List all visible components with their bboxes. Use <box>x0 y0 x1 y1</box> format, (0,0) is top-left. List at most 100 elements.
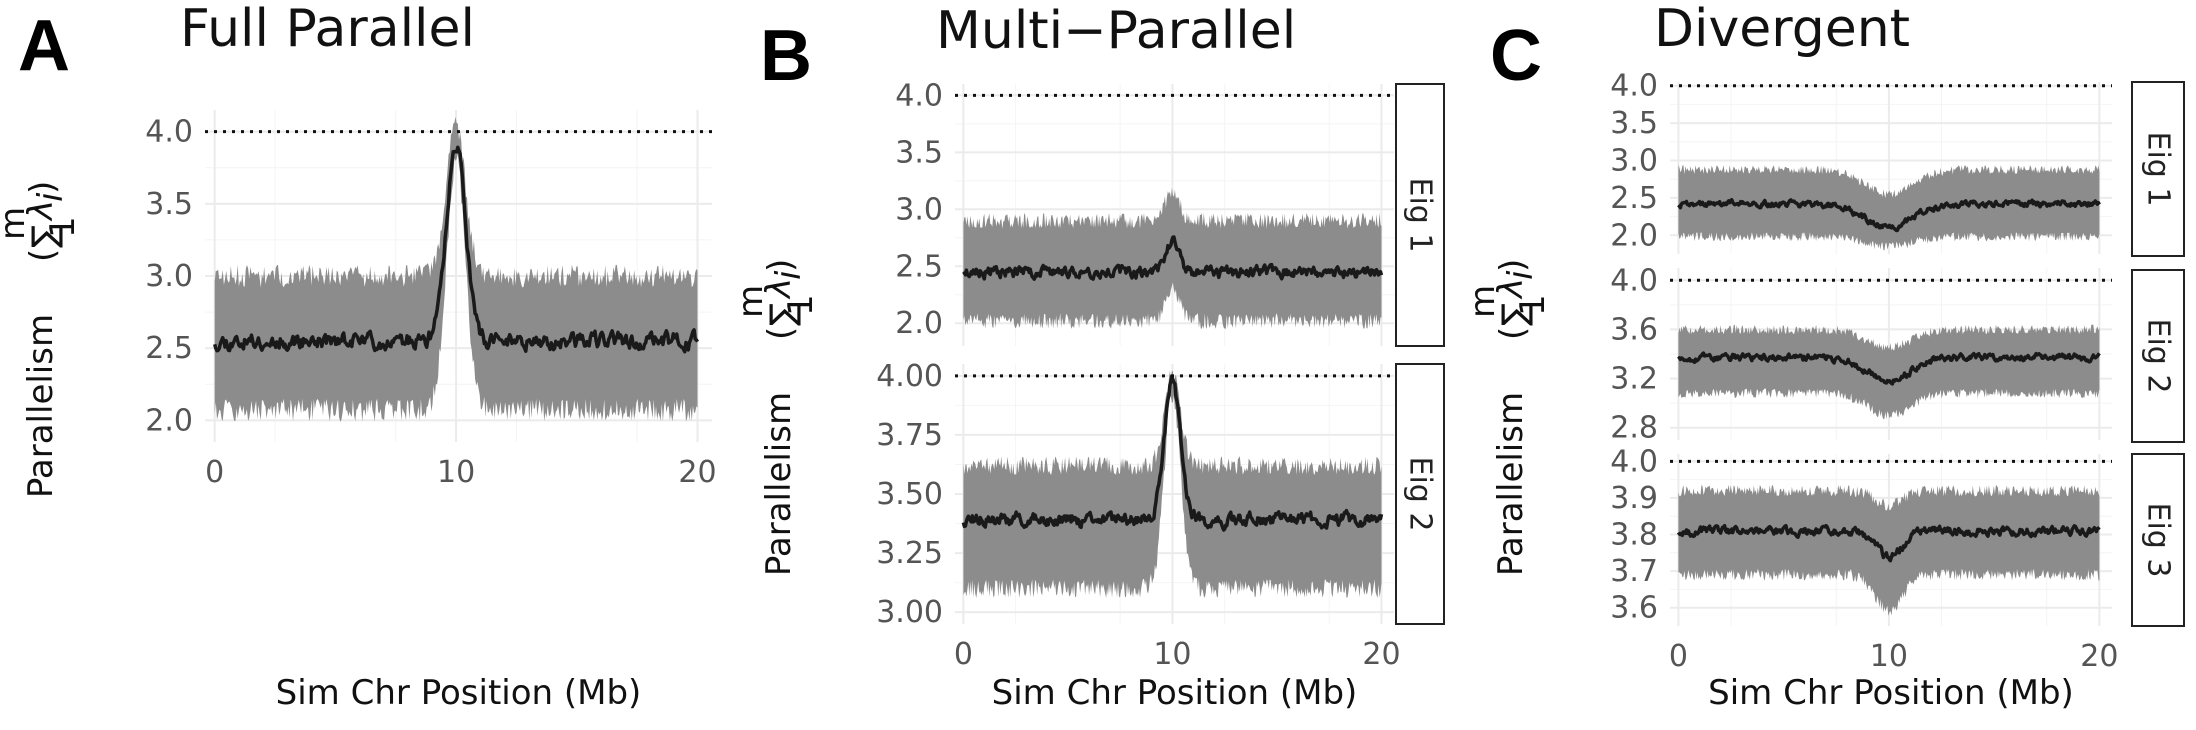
y-axis-title-text: Parallelism <box>21 314 61 498</box>
panel-letter: C <box>1490 16 1542 96</box>
facet-1: 2.0 2.5 3.0 3.5 4.0 Eig 1 <box>895 78 1445 347</box>
panel-letter: B <box>760 16 812 96</box>
panel-A: A Full Parallel 2.0 2.5 3.0 3.5 4.0 0 10 20 Sim Ch… <box>0 0 717 713</box>
x-tick-label: 0 <box>205 455 224 490</box>
facet-strip-label: Eig 1 <box>2141 132 2176 207</box>
y-tick-label: 2.5 <box>895 249 943 284</box>
y-axis-paren-open: ( <box>1493 327 1533 340</box>
mean-line <box>1676 523 2101 563</box>
y-tick-label: 4.0 <box>1610 444 1658 479</box>
x-tick-label: 10 <box>437 455 475 490</box>
y-tick-label: 3.50 <box>876 477 943 512</box>
lambda-symbol: λ <box>21 200 61 222</box>
y-tick-label: 3.9 <box>1610 481 1658 516</box>
y-tick-label: 3.5 <box>895 135 943 170</box>
facet-1: 2.02.53.03.54.0 Eig 1 <box>1610 69 2185 257</box>
y-tick-label: 3.00 <box>876 595 943 630</box>
y-tick-label: 3.2 <box>1610 362 1658 397</box>
sum-symbol: ∑ <box>1495 303 1535 326</box>
facet-strip <box>1395 83 1445 347</box>
x-axis-title: Sim Chr Position (Mb) <box>276 673 642 713</box>
x-tick-label: 20 <box>1362 637 1400 672</box>
x-axis-title: Sim Chr Position (Mb) <box>1708 673 2074 713</box>
y-tick-label: 2.5 <box>145 331 193 366</box>
sum-upper-limit: m <box>1463 285 1503 318</box>
y-tick-label: 4.00 <box>876 359 943 394</box>
y-axis-paren-close: ) <box>761 259 801 272</box>
y-axis-paren-open: ( <box>761 327 801 340</box>
lambda-symbol: λ <box>759 278 799 300</box>
y-tick-label: 3.0 <box>145 259 193 294</box>
facet-3: 3.63.73.83.94.0 Eig 3 <box>1610 444 2185 627</box>
x-tick-label: 20 <box>678 455 716 490</box>
y-axis-title-text: Parallelism <box>1491 392 1531 576</box>
y-tick-label: 2.8 <box>1610 411 1658 446</box>
facet-strip-label: Eig 2 <box>1403 457 1438 532</box>
sum-upper-limit: m <box>731 285 771 318</box>
x-tick-label: 10 <box>1870 639 1908 674</box>
facet-1: 2.0 2.5 3.0 3.5 4.0 <box>145 110 712 442</box>
y-tick-label: 2.0 <box>895 306 943 341</box>
y-axis-paren-close: ) <box>1493 259 1533 272</box>
lambda-subscript: i <box>769 270 809 280</box>
lambda-symbol: λ <box>1491 278 1531 300</box>
y-tick-label: 3.8 <box>1610 518 1658 553</box>
facet-strip <box>1395 363 1445 625</box>
range-band <box>1678 484 2100 616</box>
facet-strip <box>2131 269 2185 443</box>
range-band <box>963 370 1382 598</box>
x-tick-label: 20 <box>2080 639 2118 674</box>
y-tick-label: 2.5 <box>1610 181 1658 216</box>
sum-lower-limit: 1 <box>781 294 821 316</box>
y-tick-label: 3.75 <box>876 418 943 453</box>
y-tick-label: 2.0 <box>145 403 193 438</box>
sum-symbol: ∑ <box>763 303 803 326</box>
range-band <box>1678 324 2100 420</box>
y-tick-label: 3.6 <box>1610 312 1658 347</box>
y-tick-label: 4.0 <box>1610 69 1658 104</box>
panel-title: Full Parallel <box>180 0 475 59</box>
y-tick-label: 3.0 <box>895 192 943 227</box>
x-tick-label: 0 <box>1669 639 1688 674</box>
range-band <box>963 187 1382 329</box>
y-axis-paren-close: ) <box>23 181 63 194</box>
mean-line <box>962 235 1384 281</box>
y-axis-title-text: Parallelism <box>759 392 799 576</box>
lambda-subscript: i <box>31 192 71 202</box>
y-tick-label: 3.5 <box>1610 106 1658 141</box>
range-band <box>1678 165 2100 251</box>
lambda-subscript: i <box>1501 270 1541 280</box>
mean-line <box>213 145 700 354</box>
facet-2: 2.8 3.2 3.6 4.0 Eig 2 <box>1610 263 2185 446</box>
facet-strip-label: Eig 3 <box>2141 503 2176 578</box>
facet-strip <box>2131 81 2185 257</box>
panel-title: Divergent <box>1654 0 1910 59</box>
mean-line <box>1677 197 2101 233</box>
sum-lower-limit: 1 <box>43 216 83 238</box>
x-tick-label: 0 <box>954 637 973 672</box>
facet-strip-label: Eig 1 <box>1403 178 1438 253</box>
panel-letter: A <box>18 6 70 86</box>
mean-line <box>1677 351 2101 386</box>
x-tick-label: 10 <box>1153 637 1191 672</box>
y-tick-label: 3.25 <box>876 536 943 571</box>
y-tick-label: 2.0 <box>1610 218 1658 253</box>
sum-upper-limit: m <box>0 207 33 240</box>
facet-2: 3.00 3.25 3.50 3.75 4.00 Eig 2 <box>876 359 1445 630</box>
sum-symbol: ∑ <box>25 225 65 248</box>
y-tick-label: 4.0 <box>895 78 943 113</box>
facet-strip-label: Eig 2 <box>2141 319 2176 394</box>
y-tick-label: 3.5 <box>145 187 193 222</box>
panel-title: Multi−Parallel <box>936 1 1296 61</box>
y-tick-label: 3.6 <box>1610 591 1658 626</box>
y-tick-label: 4.0 <box>1610 263 1658 298</box>
y-tick-label: 3.0 <box>1610 144 1658 179</box>
x-axis-title: Sim Chr Position (Mb) <box>992 673 1358 713</box>
sum-lower-limit: 1 <box>1513 294 1553 316</box>
